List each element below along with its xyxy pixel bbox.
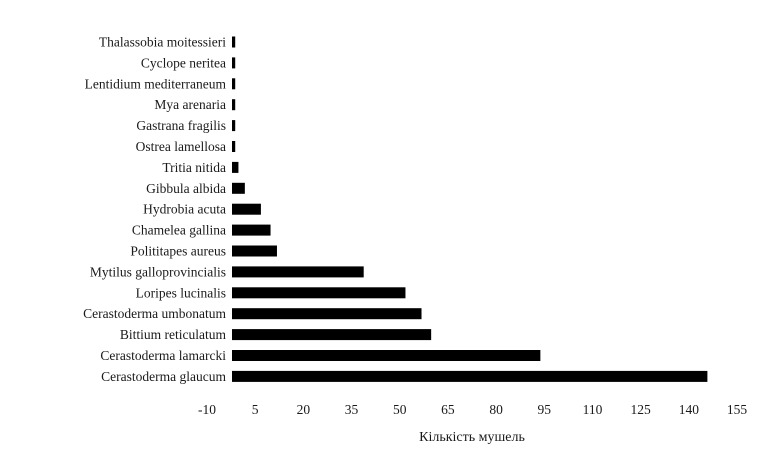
bar	[232, 329, 431, 340]
bar	[232, 350, 540, 361]
category-label: Ostrea lamellosa	[136, 139, 226, 154]
bar	[232, 57, 235, 68]
x-tick-label: -10	[198, 402, 216, 417]
x-tick-label: 80	[489, 402, 503, 417]
bar	[232, 225, 271, 236]
bar	[232, 371, 707, 382]
bar	[232, 246, 277, 257]
category-label: Gibbula albida	[146, 181, 226, 196]
bar	[232, 99, 235, 110]
category-label: Cerastoderma umbonatum	[83, 306, 226, 321]
bar	[232, 266, 364, 277]
category-label: Cerastoderma lamarcki	[100, 348, 226, 363]
x-tick-label: 35	[345, 402, 359, 417]
bar	[232, 204, 261, 215]
bar	[232, 183, 245, 194]
x-axis-title: Кількість мушель	[419, 430, 525, 445]
x-tick-label: 20	[297, 402, 311, 417]
category-label: Hydrobia acuta	[143, 202, 226, 217]
category-label: Bittium reticulatum	[120, 327, 227, 342]
category-labels: Thalassobia moitessieri Cyclope neritea Le…	[83, 35, 226, 384]
x-tick-label: 125	[631, 402, 652, 417]
category-label: Cerastoderma glaucum	[101, 369, 226, 384]
bar	[232, 37, 235, 48]
category-label: Loripes lucinalis	[136, 285, 226, 300]
category-label: Mya arenaria	[154, 97, 226, 112]
bar	[232, 141, 235, 152]
x-tick-label: 5	[252, 402, 259, 417]
x-tick-label: 65	[441, 402, 455, 417]
bar	[232, 287, 405, 298]
bar	[232, 308, 422, 319]
x-tick-label: 95	[538, 402, 552, 417]
category-label: Tritia nitida	[162, 160, 226, 175]
category-label: Cyclope neritea	[141, 55, 226, 70]
bar	[232, 78, 235, 89]
category-label: Gastrana fragilis	[136, 118, 226, 133]
x-tick-label: 110	[583, 402, 603, 417]
bar	[232, 120, 235, 131]
x-tick-label: 50	[393, 402, 407, 417]
bars	[232, 37, 707, 382]
category-label: Chamelea gallina	[132, 223, 226, 238]
x-tick-labels: -10 5 20 35 50 65 80 95 110 125 140 155	[198, 402, 747, 417]
category-label: Lentidium mediterraneum	[85, 76, 227, 91]
bar	[232, 162, 238, 173]
category-label: Thalassobia moitessieri	[99, 35, 226, 50]
category-label: Polititapes aureus	[130, 244, 226, 259]
category-label: Mytilus galloprovincialis	[90, 264, 226, 279]
x-tick-label: 140	[679, 402, 700, 417]
x-tick-label: 155	[727, 402, 748, 417]
